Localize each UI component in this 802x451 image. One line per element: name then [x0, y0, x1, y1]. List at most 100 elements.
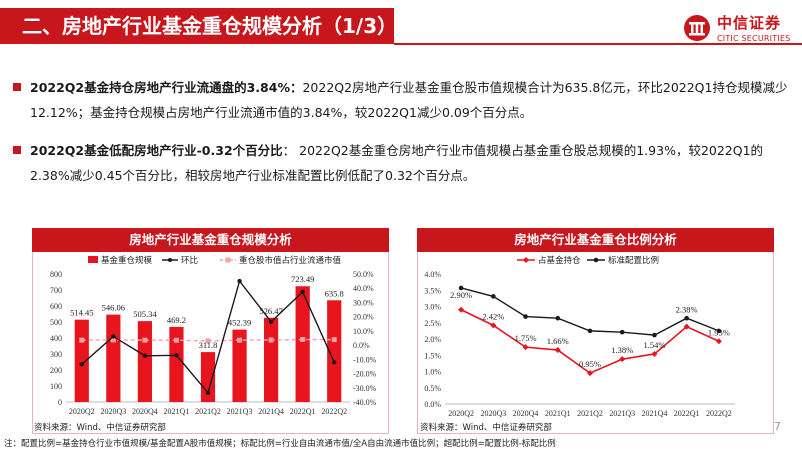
title-banner	[0, 8, 394, 44]
bar-data-label: 452.39	[228, 318, 251, 328]
standard-ratio-point	[652, 332, 657, 338]
y-right-tick-label: -20.0%	[353, 370, 377, 379]
y-tick-label: 1.0%	[424, 368, 441, 377]
y-tick-label: 3.5%	[424, 286, 441, 295]
x-tick-label: 2020Q2	[448, 409, 474, 418]
standard-ratio-point	[716, 328, 722, 334]
x-tick-label: 2021Q4	[642, 409, 668, 418]
legend-label: 重仓股市值占行业流通市值	[239, 255, 342, 265]
fund-holding-point	[458, 306, 465, 313]
bar-data-label: 311.8	[199, 340, 218, 350]
legend-marker	[225, 257, 231, 263]
fund-holding-point	[554, 347, 561, 354]
data-label: 1.75%	[515, 333, 537, 343]
chart-1-title: 房地产行业基金重仓规模分析	[32, 228, 389, 252]
chart-2-svg: 占基金持仓 标准配置比例 0.0% 0.5% 1.0% 1.5% 2.0% 2.5% 3.0% 3…	[424, 255, 735, 418]
occupancy-point	[331, 337, 337, 343]
data-label: 1.66%	[547, 336, 569, 346]
x-tick-label: 2022Q1	[290, 407, 316, 416]
x-tick-label: 2022Q2	[706, 409, 732, 418]
growth-point	[205, 390, 211, 395]
x-tick-label: 2020Q3	[480, 409, 506, 418]
paragraph-2: 2022Q2基金低配房地产行业-0.32个百分比： 2022Q2基金重仓房地产行…	[30, 138, 790, 188]
standard-ratio-point	[684, 315, 689, 321]
occupancy-point	[110, 337, 116, 343]
y-right-tick-label: 10.0%	[353, 327, 374, 336]
chart-2-title: 房地产行业基金重仓比例分析	[417, 228, 774, 252]
legend-swatch-bar	[88, 256, 98, 263]
y-right-tick-label: 0.0%	[353, 341, 370, 350]
header: 二、房地产行业基金重仓规模分析（1/3） 中信证券 CITIC SECURITI…	[0, 0, 802, 46]
standard-ratio-point	[587, 328, 593, 334]
standard-ratio-point	[555, 315, 561, 321]
standard-ratio-point	[523, 314, 528, 319]
growth-point	[268, 319, 274, 324]
footnote: 注：配置比例=基金持仓行业市值规模/基金配置A股市值规模；标配比例=行业自由流通…	[4, 439, 556, 449]
y-left-tick-label: 500	[50, 318, 62, 327]
bar	[264, 317, 279, 402]
y-tick-label: 3.0%	[424, 303, 441, 312]
title-underline	[394, 43, 802, 45]
growth-point	[332, 360, 337, 365]
bar-data-label: 514.45	[70, 308, 93, 318]
growth-point	[111, 334, 116, 339]
chart-1-svg: 基金重仓规模 环比 重仓股市值占行业流通市值 0 100 200 300 400 500 600 7…	[50, 255, 377, 416]
page-title: 二、房地产行业基金重仓规模分析（1/3）	[22, 14, 398, 38]
fund-holding-point	[683, 323, 690, 330]
growth-point	[142, 353, 148, 358]
y-left-tick-label: 600	[50, 302, 62, 311]
bar-data-label: 469.2	[167, 315, 186, 325]
bar-data-label: 505.34	[133, 309, 157, 319]
paragraph-2-heading: 2022Q2基金低配房地产行业-0.32个百分比	[30, 143, 283, 158]
data-label: 1.38%	[611, 345, 633, 355]
growth-point	[300, 289, 305, 295]
y-tick-label: 4.0%	[424, 270, 441, 279]
y-right-tick-label: 40.0%	[353, 284, 374, 293]
y-left-tick-label: 700	[50, 286, 62, 295]
x-tick-label: 2021Q2	[195, 407, 221, 416]
citic-logo-icon	[684, 15, 710, 41]
data-label: 2.42%	[482, 311, 504, 321]
x-tick-label: 2020Q2	[69, 407, 95, 416]
bar-data-label: 723.49	[291, 274, 314, 284]
y-right-tick-label: -10.0%	[353, 355, 377, 364]
y-tick-label: 0.0%	[424, 400, 441, 409]
paragraph-1-heading: 2022Q2基金持仓房地产行业流通盘的3.84%：	[30, 80, 303, 95]
bullet-square	[13, 83, 21, 91]
chart-2-source: 资料来源：Wind、中信证券研究部	[420, 423, 552, 433]
legend-marker	[523, 257, 529, 263]
x-tick-label: 2020Q4	[513, 409, 539, 418]
standard-ratio-point	[491, 294, 496, 299]
standard-ratio-point	[619, 329, 625, 335]
y-right-tick-label: 20.0%	[353, 313, 374, 322]
legend-marker	[168, 258, 172, 262]
x-tick-label: 2021Q2	[577, 409, 603, 418]
bar-data-label: 635.8	[325, 288, 344, 298]
y-right-tick-label: -40.0%	[353, 398, 377, 407]
x-tick-label: 2021Q1	[164, 407, 190, 416]
x-tick-label: 2020Q3	[100, 407, 126, 416]
occupancy-point	[79, 337, 85, 343]
y-left-tick-label: 0	[58, 398, 62, 407]
x-tick-label: 2022Q2	[321, 407, 347, 416]
bar	[137, 321, 152, 402]
x-tick-label: 2020Q4	[132, 407, 158, 416]
logo-text-en: CITIC SECURITIES	[717, 34, 791, 43]
legend-label: 环比	[181, 255, 198, 265]
y-tick-label: 1.5%	[424, 351, 441, 360]
data-label: 0.95%	[579, 359, 601, 369]
fund-holding-point	[490, 322, 497, 329]
data-label: 2.38%	[676, 305, 698, 315]
fund-holding-point	[619, 356, 626, 363]
y-left-tick-label: 300	[50, 350, 62, 359]
occupancy-point	[268, 337, 274, 343]
paragraph-1: 2022Q2基金持仓房地产行业流通盘的3.84%：2022Q2房地产行业基金重仓…	[30, 75, 790, 125]
bar	[295, 286, 310, 402]
y-left-tick-label: 100	[50, 382, 62, 391]
y-left-tick-label: 200	[50, 366, 62, 375]
legend-marker	[593, 257, 599, 263]
fund-holding-point	[651, 350, 658, 357]
x-tick-label: 2022Q1	[674, 409, 700, 418]
fund-holding-point	[522, 344, 529, 351]
chart-1-source: 资料来源：Wind、中信证券研究部	[34, 423, 166, 433]
